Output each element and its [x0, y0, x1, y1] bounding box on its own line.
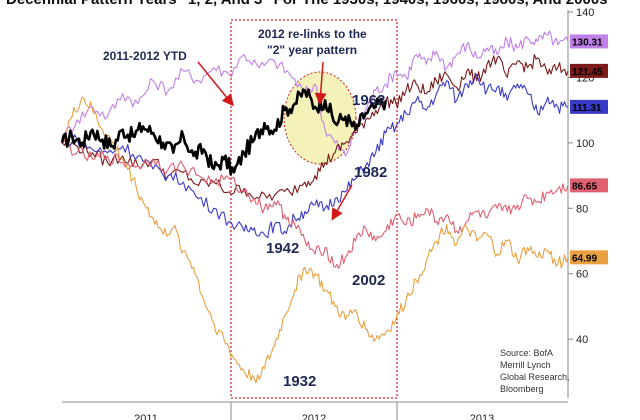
end-label-box	[570, 99, 608, 114]
source-note-line4: Bloomberg	[500, 384, 544, 394]
series-line-2011-2012-ytd	[60, 88, 388, 176]
chart-title: Decennial Pattern Years "1, 2, And 3" Fo…	[6, 0, 608, 8]
end-label-1942: 121.45	[570, 63, 608, 78]
series-line-2002	[61, 139, 569, 269]
label-1982: 1982	[354, 164, 387, 181]
end-label-1982: 111.31	[570, 99, 608, 114]
label-1932: 1932	[283, 373, 316, 390]
y-tick-label: 40	[576, 334, 588, 346]
end-label-box	[570, 34, 608, 49]
end-label-2002: 86.65	[570, 178, 608, 193]
ytd-annotation: 2011-2012 YTD	[103, 49, 187, 63]
end-label-1932: 64.99	[570, 250, 608, 265]
x-category-2013: 2013	[470, 413, 494, 420]
series-line-1982	[61, 73, 569, 239]
end-label-value: 86.65	[572, 181, 597, 192]
x-category-2012: 2012	[302, 413, 326, 420]
source-note-line3: Global Research,	[500, 372, 570, 382]
end-label-value: 121.45	[572, 67, 603, 78]
y-tick-label: 140	[576, 7, 594, 19]
end-label-box	[570, 250, 608, 265]
y-tick-label: 100	[576, 138, 594, 150]
series-layer	[60, 30, 569, 384]
series-line-1932	[61, 96, 569, 384]
label-1942: 1942	[266, 240, 299, 257]
end-label-box	[570, 178, 608, 193]
relink-annotation-line2: "2" year pattern	[267, 43, 357, 57]
relink-arrow	[314, 61, 327, 105]
arrow-1982	[331, 184, 353, 221]
y-tick-label: 80	[576, 203, 588, 215]
source-note-line2: Merrill Lynch	[500, 360, 551, 370]
label-2002: 2002	[352, 272, 385, 289]
x-category-2011: 2011	[134, 413, 158, 420]
ytd-arrow	[197, 61, 234, 107]
end-label-value: 64.99	[572, 253, 597, 264]
relink-annotation-line1: 2012 re-links to the	[258, 27, 367, 41]
end-label-1962: 130.31	[570, 34, 608, 49]
y-tick-label: 60	[576, 269, 588, 281]
end-labels: 130.31 121.45 111.31 86.65 64.99	[570, 34, 608, 265]
end-label-value: 130.31	[572, 37, 603, 48]
source-note-line1: Source: BofA	[500, 348, 553, 358]
label-1962: 1962	[352, 92, 385, 109]
end-label-box	[570, 63, 608, 78]
end-label-value: 111.31	[572, 103, 602, 114]
